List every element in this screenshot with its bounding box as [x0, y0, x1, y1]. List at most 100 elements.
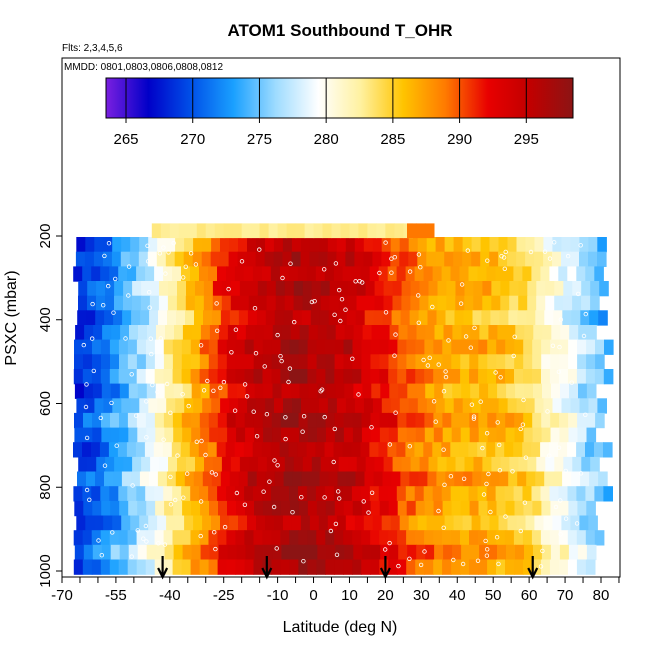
heatmap-cell: [408, 251, 418, 267]
heatmap-cell: [82, 530, 93, 546]
heatmap-cell: [406, 412, 416, 429]
heatmap-cell: [271, 530, 281, 546]
heatmap-cell: [478, 354, 488, 370]
heatmap-cell: [245, 325, 256, 341]
heatmap-cell: [425, 544, 435, 561]
heatmap-cell: [363, 251, 373, 267]
heatmap-cell: [128, 544, 139, 561]
heatmap-cell: [397, 339, 407, 355]
heatmap-cell: [275, 295, 286, 311]
measurement-point: [301, 559, 306, 564]
heatmap-cell: [342, 266, 353, 282]
heatmap-cell: [132, 456, 142, 473]
measurement-point: [510, 469, 515, 474]
heatmap-cell: [424, 354, 434, 370]
heatmap-cell: [239, 281, 250, 297]
heatmap-cell: [236, 325, 247, 341]
heatmap-cell: [217, 354, 228, 370]
heatmap-cell: [585, 266, 595, 282]
heatmap-cell: [175, 471, 186, 487]
heatmap-cell: [500, 281, 510, 297]
measurement-point: [318, 389, 323, 394]
heatmap-cell: [266, 456, 277, 473]
heatmap-cell: [216, 442, 227, 458]
heatmap-cell: [306, 442, 317, 458]
heatmap-cell: [100, 266, 110, 282]
heatmap-cell: [289, 412, 300, 429]
measurement-point: [563, 468, 568, 474]
heatmap-cell: [401, 281, 412, 297]
heatmap-cell: [138, 251, 149, 267]
heatmap-cell: [545, 295, 555, 311]
heatmap-cell: [437, 295, 447, 311]
heatmap-cell: [308, 427, 318, 443]
heatmap-cell: [101, 412, 111, 429]
heatmap-cell: [433, 339, 443, 355]
heatmap-cell: [334, 500, 345, 517]
flight-arrows: [157, 556, 539, 580]
heatmap-cell: [497, 383, 507, 399]
heatmap-cell: [517, 471, 527, 487]
heatmap-cell: [298, 339, 309, 355]
heatmap-cell: [572, 456, 582, 473]
heatmap-cell: [101, 339, 111, 355]
heatmap-cell: [549, 559, 560, 575]
heatmap-cell: [327, 237, 338, 253]
heatmap-cell: [286, 223, 297, 239]
heatmap-cell: [91, 369, 102, 385]
heatmap-cell: [378, 486, 389, 502]
x-tick-label: 50: [485, 587, 502, 604]
measurement-point: [334, 552, 340, 557]
heatmap-cell: [139, 398, 149, 414]
heatmap-cell: [535, 310, 545, 326]
heatmap-cell: [543, 251, 553, 267]
heatmap-cell: [335, 544, 345, 561]
heatmap-cell: [364, 310, 375, 326]
heatmap-cell: [561, 251, 571, 267]
heatmap-cell: [172, 354, 183, 370]
heatmap-cell: [154, 486, 164, 502]
heatmap-cell: [361, 339, 372, 355]
heatmap-cell: [391, 471, 401, 487]
heatmap-cell: [415, 427, 426, 443]
heatmap-cell: [550, 354, 560, 370]
measurement-point: [161, 437, 166, 442]
measurement-point: [141, 536, 146, 541]
heatmap-cell: [374, 281, 385, 297]
heatmap-cell: [137, 500, 147, 517]
flights-label: Flts: 2,3,4,5,6: [62, 43, 123, 54]
heatmap-cell: [549, 486, 560, 502]
heatmap-cell: [109, 266, 119, 282]
heatmap-cell: [223, 223, 234, 239]
heatmap-cell: [121, 398, 131, 414]
heatmap-cell: [185, 310, 195, 326]
measurement-point: [98, 415, 103, 421]
measurement-point: [226, 286, 231, 292]
heatmap-cell: [570, 251, 580, 267]
heatmap-cell: [163, 266, 173, 282]
heatmap-cell: [388, 339, 398, 355]
heatmap-cell: [110, 412, 120, 429]
heatmap-cell: [311, 295, 322, 311]
heatmap-cell: [101, 383, 112, 399]
heatmap-cell: [238, 310, 249, 326]
heatmap-cell: [460, 339, 470, 355]
heatmap-cell: [361, 427, 372, 443]
heatmap-cell: [558, 486, 569, 502]
heatmap-cell: [526, 471, 536, 487]
heatmap-cell: [109, 339, 120, 355]
heatmap-cell: [82, 266, 92, 282]
heatmap-cell: [343, 427, 354, 443]
heatmap-cell: [217, 559, 228, 575]
heatmap-cell: [316, 369, 326, 385]
heatmap-cell: [244, 412, 255, 429]
heatmap-cell: [172, 530, 183, 546]
measurement-point: [233, 327, 239, 332]
heatmap-cell: [380, 544, 390, 561]
heatmap-cell: [283, 398, 293, 414]
heatmap-cell: [118, 530, 129, 546]
heatmap-cell: [544, 471, 554, 487]
heatmap-cell: [178, 223, 189, 239]
heatmap-cell: [460, 354, 470, 370]
heatmap-cell: [148, 237, 158, 253]
